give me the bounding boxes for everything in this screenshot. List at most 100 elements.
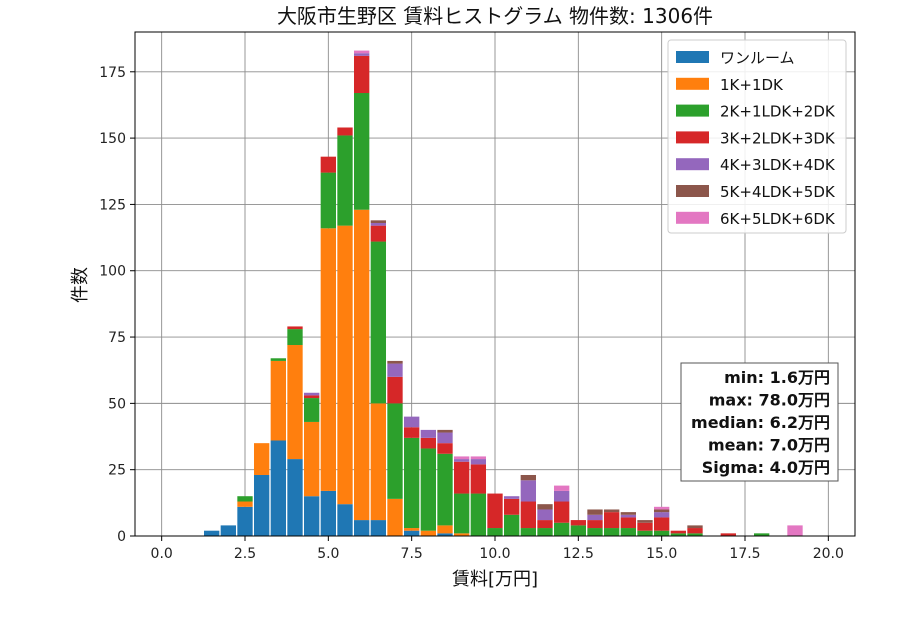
bar-segment — [370, 403, 386, 521]
bar-segment — [320, 490, 336, 536]
bar-segment — [387, 376, 403, 404]
bar-segment — [304, 392, 320, 396]
bar-segment — [287, 345, 303, 460]
bar-segment — [354, 55, 370, 94]
bar-segment — [420, 437, 436, 449]
bar-segment — [520, 501, 536, 529]
bar-segment — [270, 358, 286, 361]
legend-swatch — [676, 131, 709, 144]
y-tick-label: 100 — [99, 264, 126, 280]
stats-frame — [680, 362, 839, 482]
bar-segment — [354, 53, 370, 56]
y-tick-label: 175 — [99, 65, 126, 81]
bar-segment — [404, 530, 420, 536]
bar-segment — [437, 453, 453, 526]
bar-segment — [620, 512, 636, 515]
bar-segment — [437, 533, 453, 536]
bar-segment — [570, 520, 586, 526]
bar-segment — [237, 501, 253, 507]
bar-segment — [620, 517, 636, 529]
bar-segment — [654, 512, 670, 518]
bar-segment — [554, 522, 570, 536]
bar-segment — [304, 395, 320, 399]
bar-segment — [537, 520, 553, 529]
bar-segment — [554, 485, 570, 491]
bar-segment — [220, 525, 236, 536]
bar-segment — [337, 135, 353, 226]
bar-segment — [487, 493, 503, 529]
bar-segment — [720, 533, 736, 536]
y-tick-label: 125 — [99, 197, 126, 213]
bar-segment — [604, 509, 620, 513]
bar-segment — [437, 429, 453, 433]
bar-segment — [654, 509, 670, 513]
bar-segment — [470, 456, 486, 460]
bar-segment — [604, 512, 620, 529]
y-tick-label: 50 — [108, 396, 126, 412]
bar-segment — [637, 520, 653, 523]
bar-segment — [354, 520, 370, 536]
bar-segment — [454, 533, 470, 536]
bar-segment — [387, 360, 403, 364]
bar-segment — [354, 93, 370, 210]
bar-segment — [587, 509, 603, 515]
legend-box — [667, 39, 847, 234]
bar-segment — [270, 360, 286, 441]
y-tick-label: 75 — [108, 330, 126, 346]
legend-label: 6K+5LDK+6DK — [720, 210, 836, 228]
bar-segment — [687, 525, 703, 529]
bar-segment — [304, 421, 320, 497]
bar-segment — [554, 501, 570, 523]
bar-segment — [370, 222, 386, 226]
bar-segment — [420, 448, 436, 531]
bar-segment — [554, 490, 570, 502]
bar-segment — [537, 528, 553, 536]
stats-line: Sigma: 4.0万円 — [702, 458, 830, 477]
bar-segment — [304, 496, 320, 536]
stats-line: min: 1.6万円 — [724, 368, 830, 387]
y-axis-label: 件数 — [70, 267, 91, 303]
bar-segment — [370, 225, 386, 242]
bar-segment — [504, 514, 520, 536]
bar-segment — [420, 429, 436, 438]
bar-segment — [304, 398, 320, 422]
bar-segment — [354, 209, 370, 521]
bar-segment — [504, 496, 520, 499]
bar-segment — [437, 443, 453, 454]
bar-segment — [487, 528, 503, 536]
legend-swatch — [676, 51, 709, 63]
stats-box: min: 1.6万円 max: 78.0万円 median: 6.2万円 mean: … — [680, 362, 839, 482]
legend-label: 1K+1DK — [720, 76, 784, 94]
bar-segment — [570, 525, 586, 536]
chart-title: 大阪市生野区 賃料ヒストグラム 物件数: 1306件 — [277, 4, 713, 28]
x-tick-label: 0.0 — [151, 546, 173, 562]
legend-label: 3K+2LDK+3DK — [720, 129, 836, 147]
bar-segment — [670, 530, 686, 534]
bar-segment — [620, 514, 636, 518]
bar-segment — [237, 496, 253, 502]
y-tick-label: 0 — [117, 529, 126, 545]
bar-segment — [454, 459, 470, 462]
bar-segment — [387, 498, 403, 536]
bar-segment — [687, 533, 703, 536]
bar-segment — [654, 517, 670, 531]
bar-segment — [504, 498, 520, 515]
legend-label: 4K+3LDK+4DK — [720, 156, 836, 174]
x-tick-label: 10.0 — [479, 546, 510, 562]
bar-segment — [520, 528, 536, 536]
bar-segment — [604, 528, 620, 536]
bar-segment — [204, 530, 220, 536]
bar-segment — [320, 156, 336, 173]
bar-segment — [370, 220, 386, 223]
bar-segment — [437, 432, 453, 444]
bar-segment — [654, 506, 670, 510]
stats-line: mean: 7.0万円 — [708, 436, 830, 455]
bar-segment — [254, 443, 270, 475]
bar-segment — [370, 241, 386, 404]
bar-segment — [404, 528, 420, 531]
bar-segment — [620, 528, 636, 536]
bar-segment — [287, 326, 303, 330]
bar-segment — [470, 493, 486, 536]
legend-swatch — [676, 77, 709, 90]
